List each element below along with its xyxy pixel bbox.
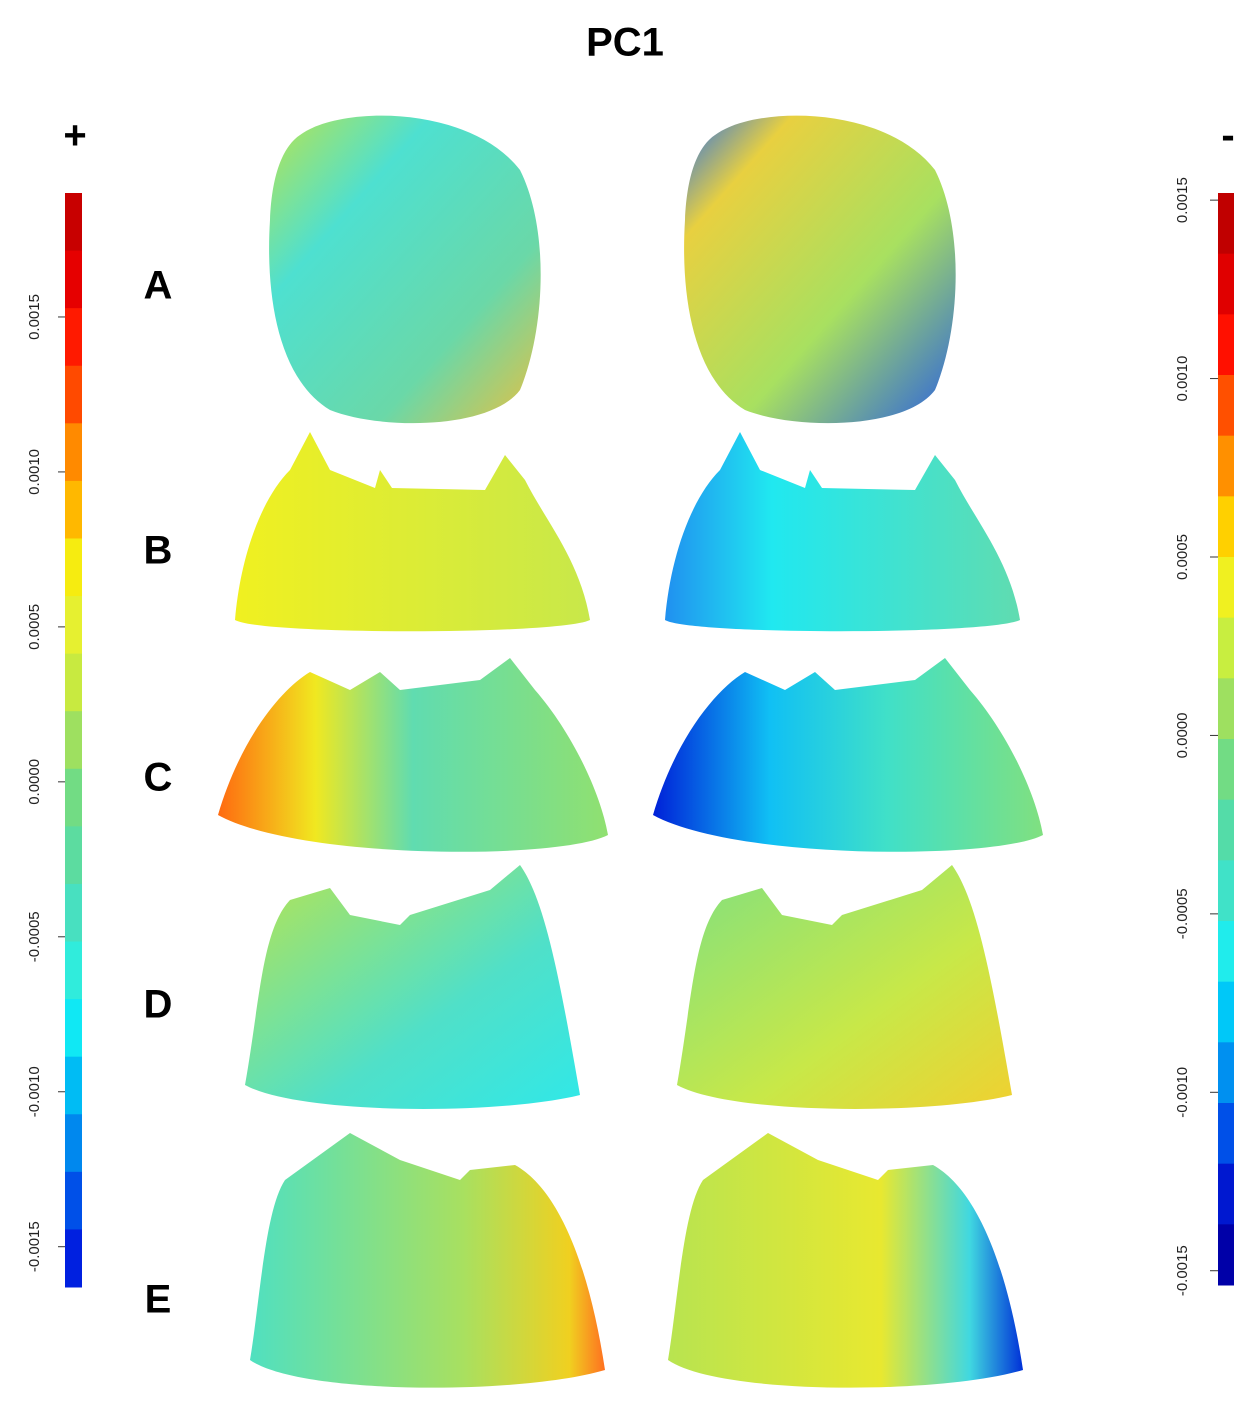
color-band	[65, 883, 82, 943]
color-band	[65, 1171, 82, 1230]
tick-label: -0.0010	[1174, 1067, 1191, 1118]
tick-label: 0.0000	[1174, 712, 1191, 758]
scale-sign: -	[1221, 114, 1234, 158]
row-label: E	[145, 1278, 172, 1322]
color-band	[1218, 557, 1234, 619]
tick-label: 0.0000	[26, 759, 43, 805]
tick-label: 0.0005	[1174, 534, 1191, 580]
color-band	[1218, 193, 1234, 255]
color-band	[65, 538, 82, 597]
tooth-view	[250, 1133, 605, 1388]
color-band	[1218, 1224, 1234, 1286]
color-band	[1218, 617, 1234, 679]
tick-label: 0.0005	[26, 604, 43, 650]
row-label: A	[144, 264, 173, 308]
color-band	[1218, 496, 1234, 558]
color-band	[65, 480, 82, 539]
tooth-view	[653, 658, 1043, 852]
color-band	[65, 308, 82, 367]
tick-label: 0.0010	[26, 449, 43, 495]
tooth-occlusal	[684, 115, 956, 424]
color-band	[65, 250, 82, 309]
color-band	[1218, 1042, 1234, 1104]
tick-label: 0.0015	[1174, 177, 1191, 223]
row-label: B	[144, 529, 173, 573]
color-band	[1218, 375, 1234, 437]
color-band	[65, 826, 82, 885]
figure-title: PC1	[586, 21, 664, 65]
color-band	[65, 193, 82, 252]
tick-label: -0.0005	[26, 911, 43, 962]
tooth-view	[677, 865, 1012, 1109]
color-band	[65, 653, 82, 712]
tick-label: -0.0005	[1174, 888, 1191, 939]
color-band	[65, 999, 82, 1058]
color-band	[65, 711, 82, 770]
row-label: D	[144, 983, 173, 1027]
tooth-view	[218, 658, 608, 852]
color-band	[1218, 981, 1234, 1043]
tooth-view	[245, 865, 580, 1109]
color-band	[65, 1229, 82, 1288]
color-band	[1218, 921, 1234, 983]
tick-label: -0.0015	[26, 1221, 43, 1272]
color-band	[1218, 314, 1234, 376]
color-band	[1218, 860, 1234, 922]
color-band	[1218, 678, 1234, 740]
color-band	[1218, 739, 1234, 801]
color-band	[65, 365, 82, 424]
tick-label: 0.0010	[1174, 356, 1191, 402]
color-band	[65, 596, 82, 655]
scale-sign: +	[63, 114, 86, 158]
color-band	[65, 1056, 82, 1115]
tooth-occlusal	[269, 115, 541, 424]
row-label: C	[144, 756, 173, 800]
tooth-view	[668, 1133, 1023, 1388]
tick-label: 0.0015	[26, 294, 43, 340]
color-band	[1218, 435, 1234, 497]
tooth-view	[665, 432, 1020, 632]
color-band	[65, 941, 82, 1000]
color-band	[65, 423, 82, 482]
color-band	[1218, 1163, 1234, 1225]
tick-label: -0.0010	[26, 1066, 43, 1117]
color-band	[1218, 1103, 1234, 1165]
color-band	[1218, 253, 1234, 315]
tick-label: -0.0015	[1174, 1245, 1191, 1296]
color-band	[65, 1114, 82, 1173]
color-band	[1218, 799, 1234, 861]
tooth-view	[235, 432, 590, 632]
color-band	[65, 768, 82, 827]
